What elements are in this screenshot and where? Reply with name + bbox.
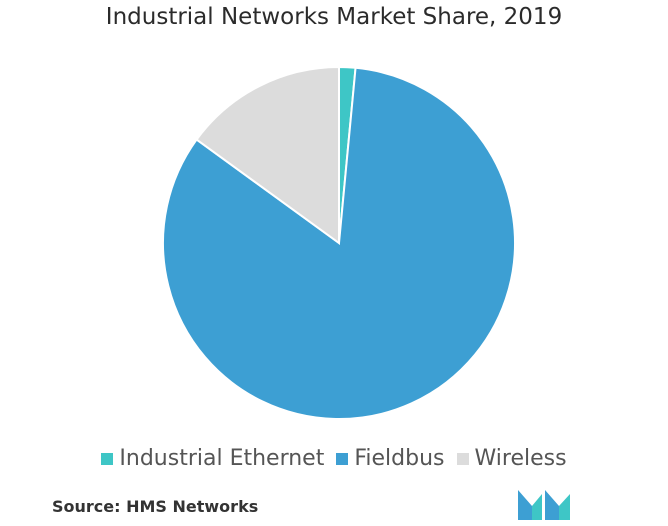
legend-item-industrial-ethernet: Industrial Ethernet bbox=[101, 446, 324, 471]
legend-label: Industrial Ethernet bbox=[119, 446, 325, 471]
pie-slice-wireless bbox=[195, 65, 340, 245]
legend-swatch bbox=[456, 452, 469, 465]
legend-item-fieldbus: Fieldbus bbox=[336, 446, 445, 471]
source-note: Source: HMS Networks bbox=[52, 497, 259, 516]
legend-swatch bbox=[101, 452, 114, 465]
legend-item-wireless: Wireless bbox=[456, 446, 567, 471]
legend-label: Fieldbus bbox=[354, 446, 445, 471]
mordor-intelligence-logo-icon bbox=[518, 490, 570, 520]
legend-label: Wireless bbox=[474, 446, 567, 471]
legend-swatch bbox=[336, 452, 349, 465]
chart-legend: Industrial Ethernet Fieldbus Wireless bbox=[0, 446, 668, 471]
chart-title: Industrial Networks Market Share, 2019 bbox=[105, 4, 563, 30]
